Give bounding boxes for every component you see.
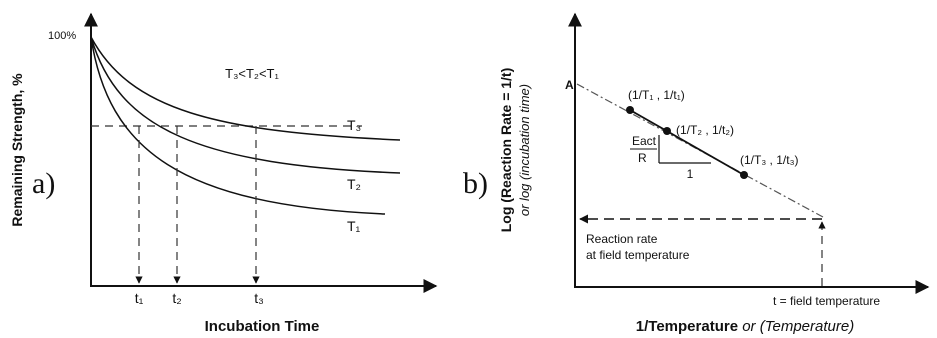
panel-b-slope-numerator: Eact: [632, 134, 657, 148]
panel-a-curve-t3: [90, 36, 401, 141]
panel-b-slope-run-label: 1: [687, 167, 694, 181]
panel-b-y-axis-label-alt: or log (incubation time): [517, 84, 532, 216]
panel-b-letter: b): [463, 167, 488, 200]
panel-a-curve-label-t3: T₃: [347, 117, 361, 133]
panel-b-x-axis-label-main: 1/Temperature: [636, 318, 738, 335]
panel-a-time-label-t3: t₃: [254, 290, 264, 306]
panel-b-point-3-label: (1/T₃ , 1/t₃): [740, 153, 798, 167]
panel-b-intercept-label: A: [565, 78, 574, 92]
panel-a-curve-t1: [90, 36, 386, 215]
panel-a-letter: a): [32, 167, 55, 200]
panel-b-x-axis-label: 1/Temperature or (Temperature): [636, 318, 854, 335]
panel-a-relation-label: T₃<T₂<T₁: [225, 66, 279, 81]
panel-a-curve-label-t1: T₁: [347, 218, 361, 234]
panel-b-slope-denominator: R: [638, 151, 647, 165]
panel-b-point-1-label: (1/T₁ , 1/t₁): [628, 88, 685, 102]
panel-b-field-rate-label-line2: at field temperature: [586, 248, 690, 262]
panel-b-field-rate-label-line1: Reaction rate: [586, 232, 658, 246]
panel-b-y-axis-label-main: Log (Reaction Rate = 1/t): [498, 68, 514, 233]
panel-a: 100% Remaining Strength, % Incubation Ti…: [9, 12, 438, 335]
panel-b-x-axis-label-alt: or (Temperature): [738, 318, 854, 335]
panel-a-time-label-t1: t₁: [135, 290, 144, 306]
panel-a-y-tick-top: 100%: [48, 30, 76, 42]
panel-a-curve-label-t2: T₂: [347, 176, 361, 192]
panel-a-y-axis-label: Remaining Strength, %: [9, 73, 25, 227]
panel-a-time-label-t2: t₂: [172, 290, 181, 306]
panel-b: b) Log (Reaction Rate = 1/t) or log (inc…: [463, 12, 930, 335]
panel-b-point-1: [626, 106, 634, 114]
panel-b-point-2: [663, 127, 671, 135]
panel-b-point-3: [740, 171, 748, 179]
panel-a-curve-t2: [90, 36, 401, 174]
panel-b-point-2-label: (1/T₂ , 1/t₂): [676, 123, 734, 137]
panel-b-fit-line: [629, 109, 745, 176]
panel-b-field-temp-label: t = field temperature: [773, 294, 880, 308]
panel-a-x-axis-label: Incubation Time: [205, 318, 320, 335]
